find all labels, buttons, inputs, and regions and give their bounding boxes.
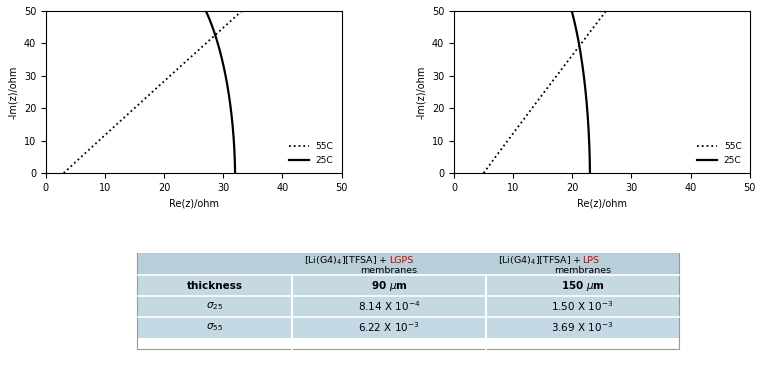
Legend: 55C, 25C: 55C, 25C [693, 139, 745, 169]
Bar [138, 275, 679, 296]
Text: LPS: LPS [582, 256, 600, 265]
Y-axis label: -Im(z)/ohm: -Im(z)/ohm [8, 65, 18, 119]
Text: 90 $\mu$m: 90 $\mu$m [371, 278, 407, 292]
Text: membranes: membranes [554, 266, 611, 275]
Text: $\sigma_{55}$: $\sigma_{55}$ [207, 322, 223, 333]
Text: LGPS: LGPS [389, 256, 413, 265]
Bar [138, 317, 679, 338]
Text: 6.22 X 10$^{-3}$: 6.22 X 10$^{-3}$ [358, 320, 420, 334]
Bar [138, 252, 679, 349]
Text: 1.50 X 10$^{-3}$: 1.50 X 10$^{-3}$ [552, 300, 614, 313]
Text: 3.69 X 10$^{-3}$: 3.69 X 10$^{-3}$ [552, 320, 614, 334]
Bar [138, 252, 679, 275]
X-axis label: Re(z)/ohm: Re(z)/ohm [577, 198, 627, 208]
Text: [Li(G4)$_4$][TFSA] +: [Li(G4)$_4$][TFSA] + [304, 254, 389, 267]
Text: $\sigma_{25}$: $\sigma_{25}$ [207, 300, 223, 312]
Text: membranes: membranes [360, 266, 418, 275]
Bar [138, 296, 679, 317]
X-axis label: Re(z)/ohm: Re(z)/ohm [169, 198, 219, 208]
Text: [Li(G4)$_4$][TFSA] +: [Li(G4)$_4$][TFSA] + [497, 254, 582, 267]
Text: 150 $\mu$m: 150 $\mu$m [561, 278, 604, 292]
Legend: 55C, 25C: 55C, 25C [285, 139, 337, 169]
Y-axis label: -Im(z)/ohm: -Im(z)/ohm [416, 65, 426, 119]
Text: thickness: thickness [187, 281, 243, 291]
Text: 8.14 X 10$^{-4}$: 8.14 X 10$^{-4}$ [358, 300, 420, 313]
